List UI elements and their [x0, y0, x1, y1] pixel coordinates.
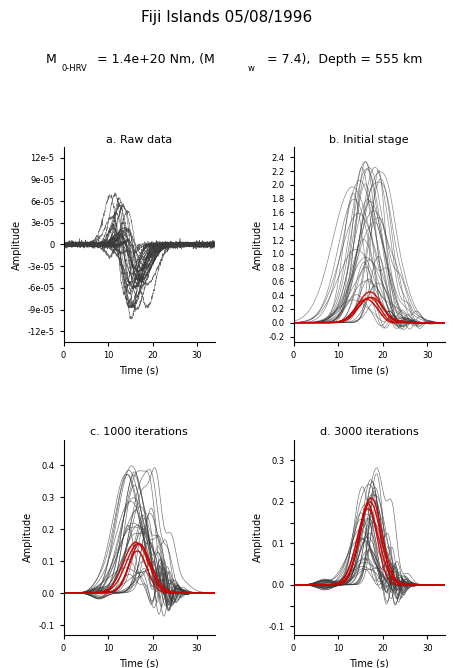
Y-axis label: Amplitude: Amplitude — [23, 512, 33, 562]
X-axis label: Time (s): Time (s) — [119, 365, 159, 375]
X-axis label: Time (s): Time (s) — [119, 658, 159, 668]
Y-axis label: Amplitude: Amplitude — [12, 219, 22, 270]
Text: = 7.4),  Depth = 555 km: = 7.4), Depth = 555 km — [255, 53, 423, 66]
Y-axis label: Amplitude: Amplitude — [253, 219, 263, 270]
Text: w: w — [247, 65, 254, 73]
Y-axis label: Amplitude: Amplitude — [253, 512, 263, 562]
X-axis label: Time (s): Time (s) — [350, 658, 389, 668]
Title: b. Initial stage: b. Initial stage — [330, 135, 409, 145]
X-axis label: Time (s): Time (s) — [350, 365, 389, 375]
Title: a. Raw data: a. Raw data — [106, 135, 173, 145]
Title: d. 3000 iterations: d. 3000 iterations — [320, 428, 419, 438]
Text: = 1.4e+20 Nm, (M: = 1.4e+20 Nm, (M — [93, 53, 215, 66]
Text: 0-HRV: 0-HRV — [61, 65, 87, 73]
Text: M: M — [45, 53, 56, 66]
Text: Fiji Islands 05/08/1996: Fiji Islands 05/08/1996 — [141, 10, 313, 25]
Title: c. 1000 iterations: c. 1000 iterations — [90, 428, 188, 438]
